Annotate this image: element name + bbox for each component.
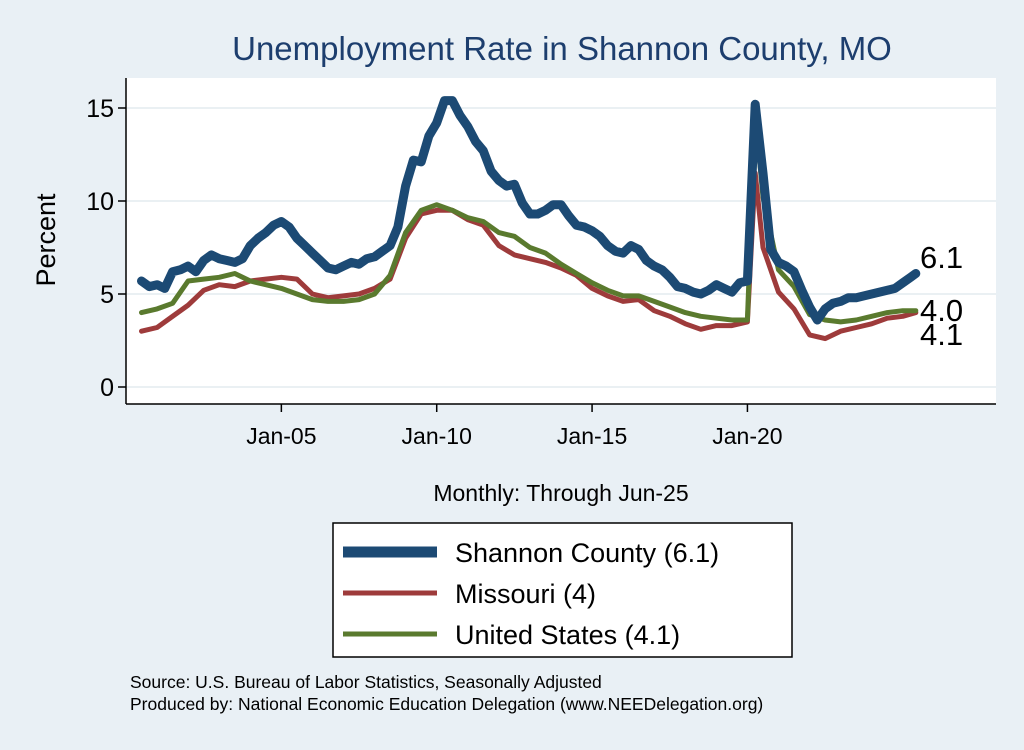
legend-label-missouri: Missouri (4) [455, 579, 596, 609]
legend-label-shannon-county: Shannon County (6.1) [455, 538, 719, 568]
end-label-shannon-county: 6.1 [920, 240, 963, 275]
chart-title: Unemployment Rate in Shannon County, MO [232, 30, 892, 67]
x-tick-label-jan-10: Jan-10 [402, 423, 472, 449]
series-line-united-states [139, 111, 919, 325]
x-tick-label-jan-05: Jan-05 [246, 423, 316, 449]
y-tick-label-15: 15 [86, 95, 114, 123]
series-line-missouri [139, 170, 919, 342]
y-tick-label-10: 10 [86, 188, 114, 216]
y-tick-label-0: 0 [100, 374, 114, 402]
end-label-missouri: 4.0 [920, 293, 963, 328]
x-tick-label-jan-15: Jan-15 [557, 423, 627, 449]
y-tick-label-5: 5 [100, 281, 114, 309]
series-lines [137, 96, 921, 342]
y-axis-label: Percent [31, 193, 61, 287]
plot-area [126, 78, 996, 404]
legend: Shannon County (6.1) Missouri (4) United S… [332, 522, 793, 658]
axes [125, 78, 996, 405]
source-note: Source: U.S. Bureau of Labor Statistics,… [130, 672, 602, 692]
end-label-united-states: 4.1 [920, 317, 963, 352]
end-labels: 6.1 4.04.1 [920, 240, 963, 352]
producer-note: Produced by: National Economic Education… [130, 694, 763, 714]
x-tick-label-jan-20: Jan-20 [712, 423, 782, 449]
y-ticks: 0 5 10 15 [86, 95, 126, 402]
x-ticks: Jan-05 Jan-10 Jan-15 Jan-20 [246, 404, 783, 449]
x-axis-label: Monthly: Through Jun-25 [433, 480, 688, 506]
legend-label-united-states: United States (4.1) [455, 620, 680, 650]
series-line-shannon-county [137, 96, 921, 325]
